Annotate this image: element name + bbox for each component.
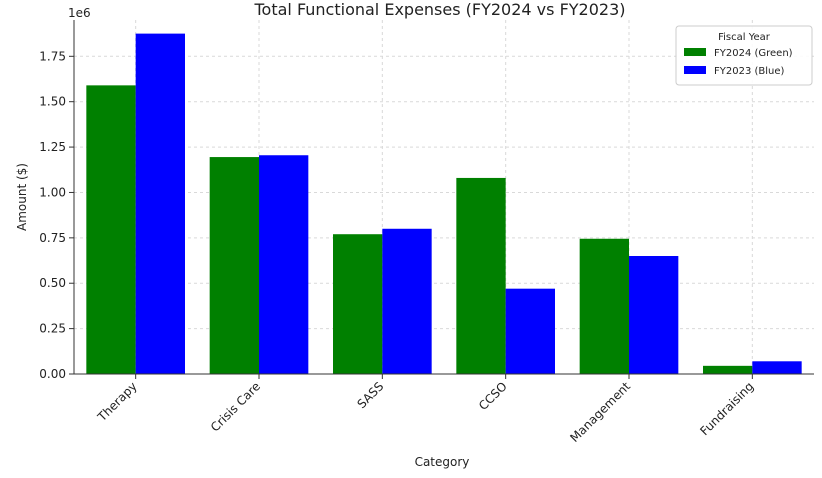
bar-fy2024-therapy — [86, 85, 136, 374]
y-tick-label: 1.50 — [39, 95, 66, 109]
x-axis-label: Category — [415, 455, 470, 469]
y-tick-label: 0.75 — [39, 231, 66, 245]
x-tick-label: Therapy — [94, 379, 139, 424]
y-tick-label: 0.50 — [39, 276, 66, 290]
y-axis-label: Amount ($) — [15, 163, 29, 231]
y-tick-label: 0.25 — [39, 322, 66, 336]
legend: Fiscal Year FY2024 (Green) FY2023 (Blue) — [675, 25, 813, 86]
chart-title: Total Functional Expenses (FY2024 vs FY2… — [253, 0, 625, 19]
bar-fy2023-ccso — [505, 288, 555, 374]
y-tick-label: 0.00 — [39, 367, 66, 381]
bar-fy2023-crisis-care — [259, 155, 309, 374]
legend-swatch-fy2023 — [684, 66, 706, 74]
bar-fy2024-fundraising — [703, 365, 753, 374]
bar-fy2024-sass — [333, 234, 383, 374]
y-tick-label: 1.75 — [39, 49, 66, 63]
x-tick-label: CCSO — [476, 379, 510, 413]
bar-fy2023-sass — [382, 228, 432, 374]
bar-fy2024-management — [579, 238, 629, 374]
legend-label-fy2023: FY2023 (Blue) — [714, 66, 785, 77]
x-tick-label: Fundraising — [697, 379, 756, 438]
x-tick-label: Crisis Care — [208, 379, 263, 434]
legend-label-fy2024: FY2024 (Green) — [714, 48, 793, 59]
bar-fy2024-ccso — [456, 177, 506, 374]
bar-fy2023-fundraising — [752, 361, 802, 374]
legend-swatch-fy2024 — [684, 48, 706, 56]
x-tick-label: Management — [567, 379, 633, 445]
y-scale-label: 1e6 — [68, 6, 91, 20]
y-tick-label: 1.25 — [39, 140, 66, 154]
y-tick-label: 1.00 — [39, 185, 66, 199]
bar-fy2023-therapy — [135, 33, 185, 374]
bars — [86, 33, 802, 374]
legend-box — [675, 25, 813, 86]
legend-title: Fiscal Year — [718, 32, 771, 43]
x-tick-label: SASS — [354, 379, 386, 411]
bar-fy2024-crisis-care — [209, 157, 259, 374]
bar-fy2023-management — [629, 256, 679, 374]
